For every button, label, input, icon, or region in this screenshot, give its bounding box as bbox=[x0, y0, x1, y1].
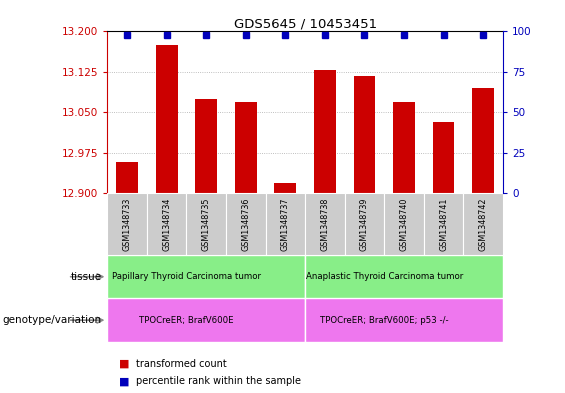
Bar bbox=[266, 193, 305, 255]
Text: GSM1348738: GSM1348738 bbox=[320, 197, 329, 251]
Text: GSM1348735: GSM1348735 bbox=[202, 197, 211, 251]
Text: transformed count: transformed count bbox=[136, 358, 227, 369]
Text: GSM1348741: GSM1348741 bbox=[439, 197, 448, 251]
Bar bbox=[107, 193, 147, 255]
Bar bbox=[305, 255, 503, 298]
Bar bbox=[156, 45, 177, 193]
Bar bbox=[384, 193, 424, 255]
Text: GSM1348734: GSM1348734 bbox=[162, 197, 171, 251]
Bar bbox=[305, 193, 345, 255]
Bar bbox=[463, 193, 503, 255]
Title: GDS5645 / 10453451: GDS5645 / 10453451 bbox=[233, 17, 377, 30]
Bar bbox=[345, 193, 384, 255]
Bar bbox=[472, 88, 494, 193]
Bar bbox=[275, 183, 296, 193]
Text: percentile rank within the sample: percentile rank within the sample bbox=[136, 376, 301, 386]
Text: ■: ■ bbox=[119, 376, 129, 386]
Bar bbox=[186, 193, 226, 255]
Bar bbox=[116, 162, 138, 193]
Bar bbox=[424, 193, 463, 255]
Bar bbox=[314, 70, 336, 193]
Bar bbox=[235, 103, 257, 193]
Text: Papillary Thyroid Carcinoma tumor: Papillary Thyroid Carcinoma tumor bbox=[112, 272, 261, 281]
Text: GSM1348736: GSM1348736 bbox=[241, 197, 250, 251]
Text: GSM1348739: GSM1348739 bbox=[360, 197, 369, 251]
Text: GSM1348737: GSM1348737 bbox=[281, 197, 290, 251]
Text: Anaplastic Thyroid Carcinoma tumor: Anaplastic Thyroid Carcinoma tumor bbox=[306, 272, 463, 281]
Bar bbox=[305, 298, 503, 342]
Text: GSM1348742: GSM1348742 bbox=[479, 197, 488, 251]
Bar bbox=[107, 298, 305, 342]
Text: ■: ■ bbox=[119, 358, 129, 369]
Text: TPOCreER; BrafV600E; p53 -/-: TPOCreER; BrafV600E; p53 -/- bbox=[320, 316, 449, 325]
Bar bbox=[433, 122, 454, 193]
Text: TPOCreER; BrafV600E: TPOCreER; BrafV600E bbox=[139, 316, 234, 325]
Text: GSM1348740: GSM1348740 bbox=[399, 197, 408, 251]
Bar bbox=[226, 193, 266, 255]
Bar bbox=[147, 193, 186, 255]
Bar bbox=[393, 103, 415, 193]
Bar bbox=[195, 99, 217, 193]
Bar bbox=[107, 255, 305, 298]
Text: GSM1348733: GSM1348733 bbox=[123, 197, 132, 251]
Text: tissue: tissue bbox=[71, 272, 102, 282]
Text: genotype/variation: genotype/variation bbox=[3, 315, 102, 325]
Bar bbox=[354, 75, 375, 193]
